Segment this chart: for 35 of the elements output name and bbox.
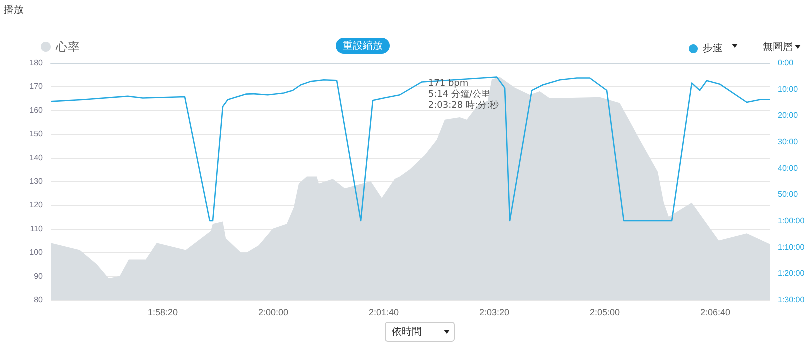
x-tick-label: 1:58:20 (148, 308, 178, 318)
y2-tick-label: 1:30:00 (778, 296, 806, 304)
text: 無圖層 (763, 42, 793, 53)
y2-tick-label: 10:00 (778, 84, 799, 94)
y2-tick-label: 1:10:00 (778, 242, 806, 252)
y-tick-label: 90 (34, 272, 44, 281)
text: 播放 (4, 5, 24, 16)
y-tick-label: 130 (30, 177, 44, 186)
line-series (50, 76, 771, 222)
x-tick-label: 2:00:00 (258, 308, 289, 318)
legend-label: 步速 (703, 42, 723, 54)
text: 重設縮放 (343, 41, 383, 52)
x-tick-label: 2:06:40 (700, 308, 731, 318)
y2-tick-label: 20:00 (778, 111, 799, 120)
y-tick-label: 180 (30, 58, 44, 68)
y-tick-label: 140 (30, 153, 44, 162)
y-tick-label: 120 (30, 200, 44, 210)
legend-label: 心率 (55, 40, 80, 54)
x-axis-title: 依時間 (392, 327, 422, 338)
y-tick-label: 110 (30, 224, 44, 234)
y-tick-label: 80 (34, 296, 44, 304)
y2-tick-label: 0:00 (778, 58, 794, 68)
x-tick-label: 2:03:20 (479, 308, 510, 318)
y2-tick-label: 50:00 (778, 190, 799, 200)
y2-tick-label: 1:20:00 (778, 269, 806, 278)
y-tick-label: 100 (30, 248, 44, 258)
y2-tick-label: 30:00 (778, 138, 799, 146)
y2-tick-label: 1:00:00 (778, 216, 806, 226)
x-tick-label: 2:05:00 (590, 308, 620, 318)
y-tick-label: 160 (30, 106, 44, 115)
y-tick-label: 170 (30, 82, 44, 92)
y-tick-label: 150 (30, 130, 44, 139)
y2-tick-label: 40:00 (778, 164, 799, 173)
x-tick-label: 2:01:40 (368, 308, 400, 318)
annotation: 171 bpm 5:14 分鐘/公里 2:03:28 時:分:秒 (428, 78, 500, 111)
